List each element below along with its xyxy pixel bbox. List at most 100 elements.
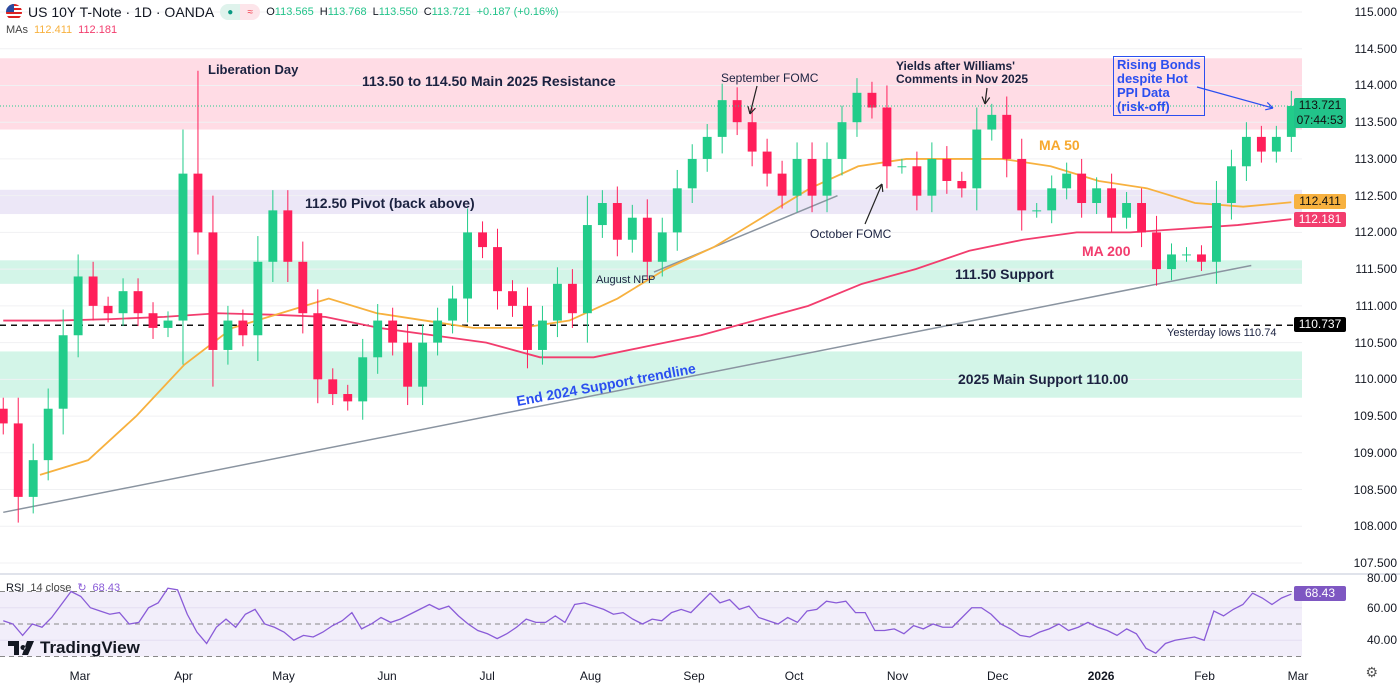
liberation-day-label: Liberation Day [208, 62, 299, 77]
oct-fomc-arrow [864, 183, 883, 225]
rising-bonds-arrow-head [1265, 107, 1274, 111]
time-tick: 2026 [1087, 669, 1115, 683]
candle [118, 291, 128, 314]
candle [597, 203, 607, 226]
candle [1271, 136, 1281, 152]
delayed-data-icon: ≈ [240, 4, 261, 20]
candle [657, 232, 667, 262]
candle [747, 122, 757, 152]
candle [148, 313, 158, 328]
sep-fomc-arrow-head [749, 107, 756, 115]
candle [103, 305, 113, 314]
rsi-legend[interactable]: RSI 14 close ↻ 68.43 [6, 581, 121, 595]
yesterday-low-tag: 110.737 [1294, 317, 1346, 333]
candle [672, 188, 682, 233]
candle [0, 408, 8, 424]
time-tick: Sep [683, 669, 705, 683]
candle [1286, 105, 1296, 137]
price-tick: 113.500 [1354, 115, 1398, 130]
candle [1241, 136, 1251, 167]
candle [612, 203, 622, 240]
candle [433, 320, 443, 343]
change: +0.187 (+0.16%) [476, 6, 559, 18]
candle [328, 379, 338, 395]
candle [627, 217, 637, 240]
candle [358, 357, 368, 402]
williams-arrow-head [981, 96, 986, 105]
ma200-line [3, 218, 1292, 359]
candle [1077, 173, 1087, 204]
price-tick: 109.500 [1353, 409, 1397, 424]
us-flag-icon [6, 4, 22, 20]
support-label: 111.50 Support [955, 266, 1054, 282]
candle [1002, 114, 1012, 159]
candle [1167, 254, 1176, 270]
rising-bonds-arrow-head [1266, 102, 1274, 109]
rsi-line [3, 587, 1292, 655]
sep-fomc-arrow [749, 85, 758, 115]
candle [178, 173, 188, 321]
candle [58, 335, 68, 409]
tradingview-logo[interactable]: TradingView [8, 638, 140, 658]
candle [508, 291, 517, 306]
time-tick: Dec [987, 669, 1009, 683]
oct-fomc-arrow-head [875, 183, 883, 190]
candle [238, 320, 248, 336]
candle [313, 313, 323, 380]
refresh-icon[interactable]: ↻ [77, 582, 87, 594]
candle [807, 158, 817, 196]
candle [1137, 203, 1146, 233]
pivot-label: 112.50 Pivot (back above) [305, 195, 475, 211]
williams-arrow-head [984, 97, 991, 105]
candle [582, 225, 592, 314]
candle [912, 166, 922, 196]
sep-fomc-arrow-head [747, 106, 751, 115]
time-tick: Nov [886, 669, 909, 683]
candle [208, 232, 218, 350]
trendline-aug-oct-trend [653, 194, 838, 273]
candle [343, 394, 353, 402]
candle [1047, 188, 1057, 211]
sep-fomc-label: September FOMC [721, 71, 819, 85]
candle [1062, 173, 1072, 189]
candle [1182, 254, 1191, 256]
candle [463, 232, 472, 299]
time-tick: Jun [377, 669, 397, 683]
candle [373, 320, 383, 358]
candle [1226, 166, 1236, 204]
price-tick: 108.000 [1353, 519, 1397, 534]
candle [792, 158, 802, 196]
candle [478, 232, 487, 248]
candle [283, 210, 293, 262]
tradingview-logo-icon [8, 641, 34, 655]
candle [1122, 203, 1132, 218]
candle [448, 298, 458, 321]
price-tick: 111.000 [1355, 298, 1397, 313]
candle [972, 129, 982, 189]
symbol-title[interactable]: US 10Y T-Note · 1D · OANDA [28, 4, 215, 20]
status-pill[interactable]: ● ≈ [220, 4, 261, 20]
williams-label: Yields after Williams' Comments in Nov 20… [896, 59, 1029, 86]
candle [687, 158, 697, 189]
time-tick: Mar [69, 669, 91, 683]
price-tick: 112.500 [1354, 188, 1398, 203]
candle [1092, 188, 1102, 204]
time-tick: May [272, 669, 295, 683]
candle [717, 100, 727, 137]
settings-gear-icon[interactable]: ⚙ [1365, 664, 1378, 680]
time-tick: Feb [1194, 669, 1215, 683]
candle [822, 158, 832, 196]
candle [523, 305, 532, 350]
candle [852, 92, 862, 123]
candle [73, 276, 83, 336]
candle [193, 173, 203, 233]
time-tick: Aug [579, 669, 602, 683]
candle [1152, 232, 1161, 270]
candle [1032, 210, 1042, 212]
candle [567, 283, 577, 314]
candle [732, 100, 742, 123]
candle [538, 320, 547, 350]
rsi-tick: 40.00 [1366, 633, 1397, 648]
ma-legend[interactable]: MAs 112.411 112.181 [6, 24, 118, 36]
